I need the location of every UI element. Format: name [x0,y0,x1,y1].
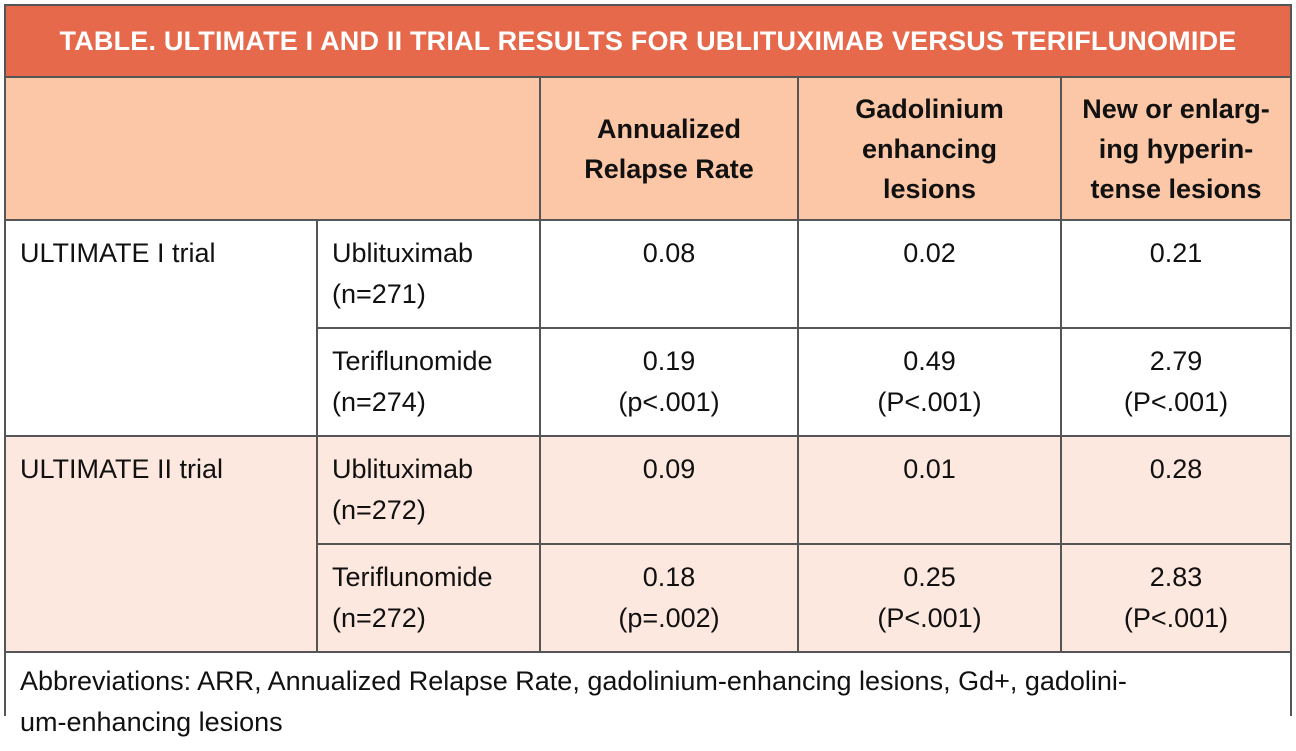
value: 0.25 [903,562,956,592]
header-row: Annualized Relapse Rate Gadolinium enhan… [6,78,1290,221]
value: 0.49 [903,346,956,376]
drug-name: Ublituximab [332,238,474,268]
header-new-or-enlarging-lesions: New or enlarg- ing hyperin- tense lesion… [1060,78,1290,221]
drug-name: Teriflunomide [332,346,493,376]
value-cell: 0.49 (P<.001) [797,327,1062,437]
table-row: ULTIMATE I trial Ublituximab (n=271) 0.08… [6,219,1290,437]
trial-ultimate-2: ULTIMATE II trial Ublituximab (n=272) 0.0… [6,435,1290,653]
value: 0.18 [642,562,696,592]
arm-cell: Ublituximab (n=272) [316,435,541,545]
drug-name: Ublituximab [332,454,474,484]
table-row: ULTIMATE II trial Ublituximab (n=272) 0.0… [6,435,1290,653]
trial-name: ULTIMATE I trial [6,219,318,437]
value-cell: 2.79 (P<.001) [1060,327,1290,437]
value: 0.21 [1149,238,1203,268]
p-value: (P<.001) [877,603,982,633]
value-cell: 0.19 (p<.001) [539,327,799,437]
drug-name: Teriflunomide [332,562,493,592]
sample-size: (n=274) [332,387,426,417]
p-value: (P<.001) [1123,387,1229,417]
value-cell: 0.21 [1060,219,1290,329]
value-cell: 0.25 (P<.001) [797,543,1062,653]
value: 0.19 [642,346,696,376]
header-annualized-relapse-rate: Annualized Relapse Rate [539,78,799,221]
value: 0.28 [1149,454,1203,484]
table-row: Teriflunomide (n=272) 0.18 (p=.002) 0.25 (P… [6,543,1290,653]
p-value: (P<.001) [877,387,982,417]
value-cell: 0.01 [797,435,1062,545]
sample-size: (n=272) [332,495,426,525]
trial-ultimate-1: ULTIMATE I trial Ublituximab (n=271) 0.08… [6,219,1290,437]
arm-cell: Ublituximab (n=271) [316,219,541,329]
value: 0.09 [642,454,696,484]
results-table-figure: TABLE. ULTIMATE I AND II TRIAL RESULTS F… [4,4,1292,751]
p-value: (P<.001) [1123,603,1229,633]
value-cell: 0.18 (p=.002) [539,543,799,653]
p-value: (p<.001) [618,387,720,417]
sample-size: (n=272) [332,603,426,633]
value: 0.01 [903,454,956,484]
value-cell: 0.28 [1060,435,1290,545]
trial-name: ULTIMATE II trial [6,435,318,653]
value: 0.08 [642,238,696,268]
value: 2.83 [1149,562,1203,592]
sample-size: (n=271) [332,279,426,309]
table-title: TABLE. ULTIMATE I AND II TRIAL RESULTS F… [6,6,1290,78]
results-table: Annualized Relapse Rate Gadolinium enhan… [6,78,1290,751]
value: 2.79 [1149,346,1203,376]
value-cell: 0.02 [797,219,1062,329]
arm-cell: Teriflunomide (n=274) [317,327,541,437]
value-cell: 0.09 [539,435,799,545]
header-blank-cell [6,78,541,221]
value-cell: 2.83 (P<.001) [1060,543,1290,653]
arm-cell: Teriflunomide (n=272) [317,543,541,653]
value-cell: 0.08 [539,219,799,329]
footnote-row: Abbreviations: ARR, Annualized Relapse R… [6,651,1290,751]
footnote: Abbreviations: ARR, Annualized Relapse R… [6,651,1290,751]
table-row: Teriflunomide (n=274) 0.19 (p<.001) 0.49 (P… [6,327,1290,437]
value: 0.02 [903,238,956,268]
p-value: (p=.002) [618,603,720,633]
header-gadolinium-enhancing-lesions: Gadolinium enhancing lesions [797,78,1062,221]
